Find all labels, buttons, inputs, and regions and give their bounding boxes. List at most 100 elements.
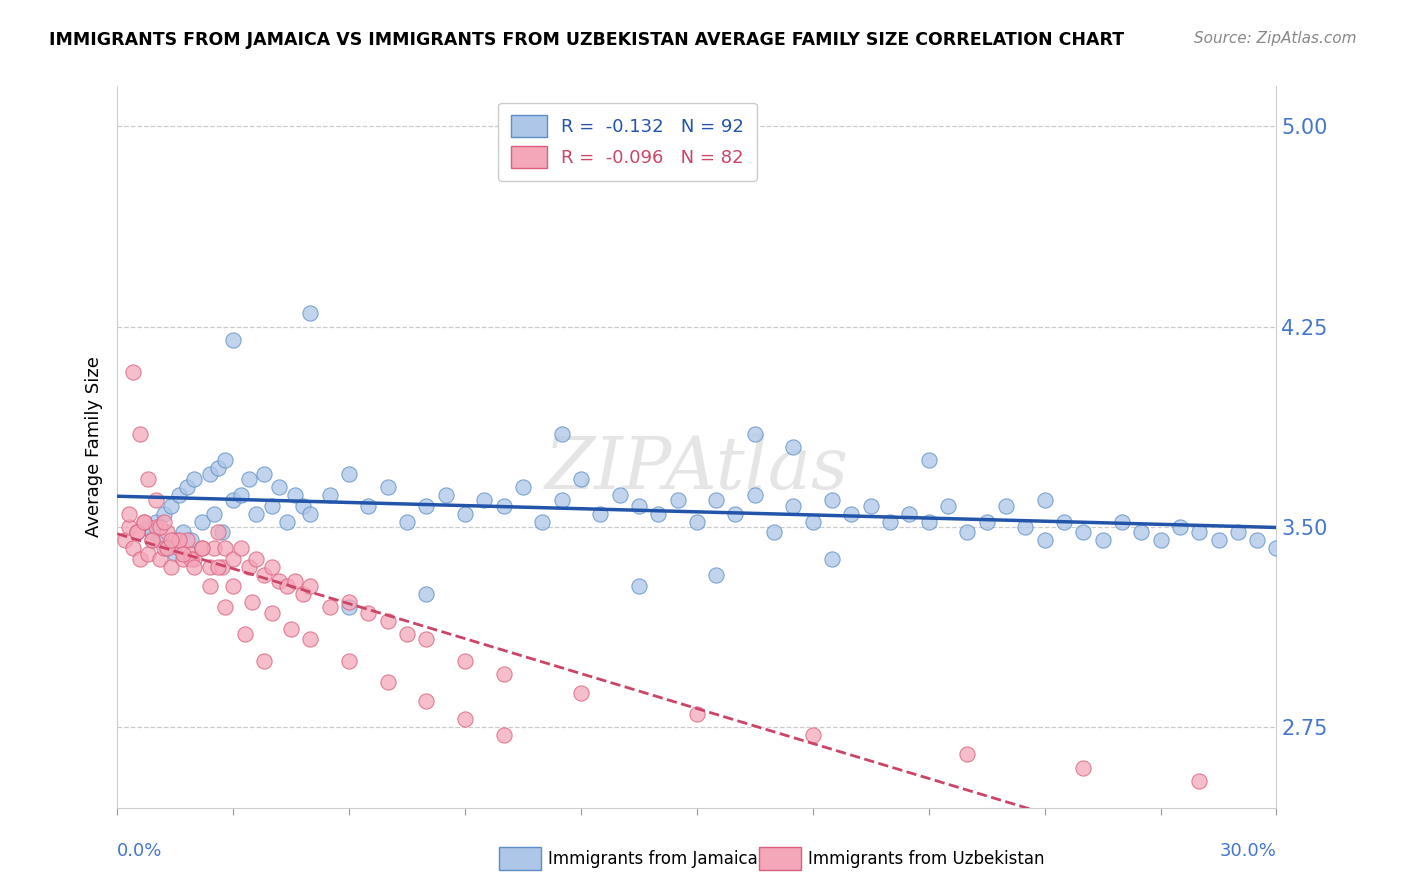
Point <box>149 533 172 548</box>
Point <box>589 507 612 521</box>
Text: 0.0%: 0.0% <box>117 842 163 861</box>
Point <box>337 595 360 609</box>
Point <box>686 515 709 529</box>
Point <box>492 729 515 743</box>
Point <box>276 579 298 593</box>
Point <box>627 499 650 513</box>
Point <box>156 541 179 556</box>
Point <box>284 574 307 588</box>
Point <box>276 515 298 529</box>
Point <box>956 747 979 762</box>
Point <box>176 533 198 548</box>
Point <box>666 493 689 508</box>
Point <box>141 525 163 540</box>
Point <box>229 488 252 502</box>
Point <box>167 533 190 548</box>
Point <box>145 493 167 508</box>
Point <box>191 541 214 556</box>
Point <box>337 600 360 615</box>
Point <box>1071 525 1094 540</box>
Point <box>550 426 572 441</box>
Point <box>704 568 727 582</box>
Point <box>377 480 399 494</box>
Point <box>1111 515 1133 529</box>
Point <box>191 515 214 529</box>
Point <box>647 507 669 521</box>
Point <box>134 515 156 529</box>
Point <box>337 467 360 481</box>
Text: IMMIGRANTS FROM JAMAICA VS IMMIGRANTS FROM UZBEKISTAN AVERAGE FAMILY SIZE CORREL: IMMIGRANTS FROM JAMAICA VS IMMIGRANTS FR… <box>49 31 1125 49</box>
Point <box>801 515 824 529</box>
Point <box>821 552 844 566</box>
Point <box>198 467 221 481</box>
Point <box>859 499 882 513</box>
Point <box>1149 533 1171 548</box>
Point <box>180 547 202 561</box>
Point <box>229 541 252 556</box>
Point <box>172 552 194 566</box>
Point <box>299 507 322 521</box>
Point <box>214 600 236 615</box>
Point <box>253 654 276 668</box>
Point <box>1033 533 1056 548</box>
Point <box>512 480 534 494</box>
Point <box>198 579 221 593</box>
Point <box>152 507 174 521</box>
Point <box>125 525 148 540</box>
Point <box>918 515 941 529</box>
Point <box>284 488 307 502</box>
Point <box>763 525 786 540</box>
Point <box>291 587 314 601</box>
Point <box>211 560 233 574</box>
Point <box>198 560 221 574</box>
Point <box>627 579 650 593</box>
Point <box>253 568 276 582</box>
Point <box>238 472 260 486</box>
Point <box>686 707 709 722</box>
Point <box>125 525 148 540</box>
Point <box>129 426 152 441</box>
Point <box>1168 520 1191 534</box>
Text: Immigrants from Jamaica: Immigrants from Jamaica <box>548 850 758 868</box>
Point <box>160 560 183 574</box>
Point <box>145 515 167 529</box>
Point <box>821 493 844 508</box>
Point <box>222 552 245 566</box>
Point <box>550 493 572 508</box>
Text: 30.0%: 30.0% <box>1219 842 1277 861</box>
Point <box>976 515 998 529</box>
Point <box>238 560 260 574</box>
Point <box>415 499 437 513</box>
Point <box>569 472 592 486</box>
Point <box>165 547 187 561</box>
Point <box>260 560 283 574</box>
Y-axis label: Average Family Size: Average Family Size <box>86 357 103 537</box>
Point <box>214 453 236 467</box>
Point <box>956 525 979 540</box>
Point <box>118 520 141 534</box>
Point <box>299 579 322 593</box>
Point <box>782 440 804 454</box>
Point <box>114 533 136 548</box>
Point <box>233 627 256 641</box>
Point <box>1033 493 1056 508</box>
Point <box>141 533 163 548</box>
Point <box>136 472 159 486</box>
Point <box>1246 533 1268 548</box>
Point <box>136 520 159 534</box>
Point <box>260 499 283 513</box>
Text: Immigrants from Uzbekistan: Immigrants from Uzbekistan <box>808 850 1045 868</box>
Point <box>415 694 437 708</box>
Point <box>415 587 437 601</box>
Point <box>207 560 229 574</box>
Point <box>801 729 824 743</box>
Point <box>165 533 187 548</box>
Point <box>183 552 205 566</box>
Point <box>269 480 291 494</box>
Point <box>531 515 554 529</box>
Point <box>1071 760 1094 774</box>
Point <box>149 520 172 534</box>
Point <box>841 507 863 521</box>
Point <box>183 560 205 574</box>
Point <box>1265 541 1288 556</box>
